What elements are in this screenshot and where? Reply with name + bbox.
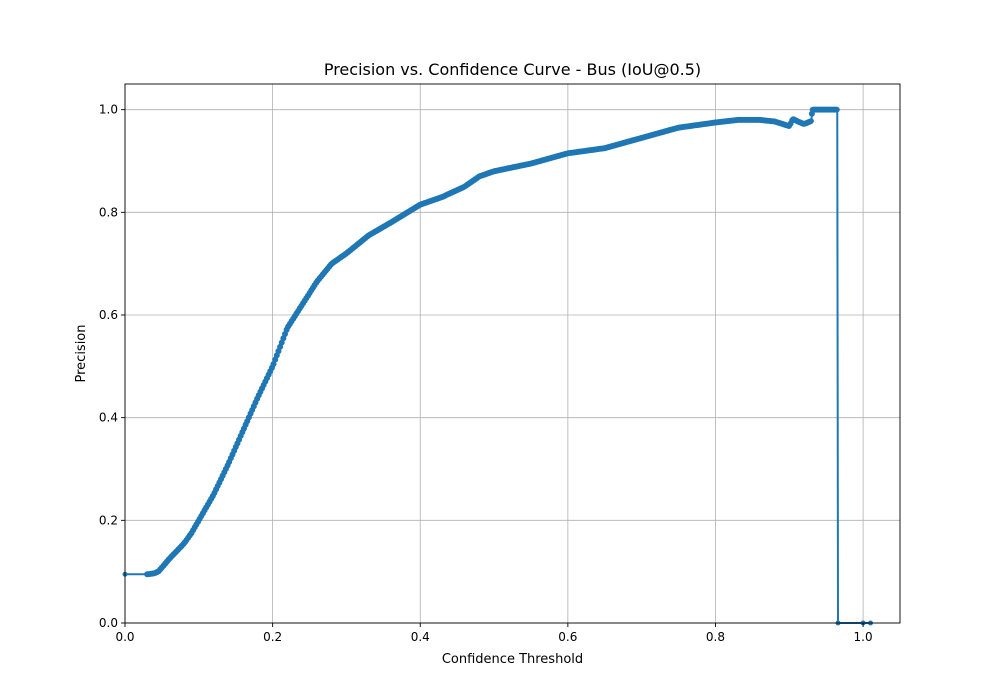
precision-point [816,107,822,113]
precision-point [225,461,231,467]
precision-point [808,118,814,124]
x-tick-label: 1.0 [854,630,873,644]
precision-point [188,530,194,536]
precision-point [801,121,807,127]
precision-point [314,279,320,285]
y-tick-label: 0.2 [99,513,118,527]
precision-point [299,302,305,308]
x-tick-label: 0.2 [263,630,282,644]
x-tick-label: 0.8 [706,630,725,644]
precision-point [491,168,497,174]
y-tick-label: 0.6 [99,308,118,322]
plot-frame [124,83,901,624]
series-layer [122,106,873,626]
chart-title: Precision vs. Confidence Curve - Bus (Io… [324,60,701,79]
precision-point [255,394,261,400]
precision-point [159,565,165,571]
precision-point [181,540,187,546]
y-tick-label: 0.4 [99,411,118,425]
precision-point [602,145,608,151]
precision-point [794,118,800,124]
y-tick-label: 1.0 [99,103,118,117]
precision-point [757,117,763,123]
precision-point [270,363,276,369]
precision-point [166,556,172,562]
x-tick-label: 0.6 [558,630,577,644]
precision-point [155,569,161,575]
precision-point [712,120,718,125]
precision-point [772,118,778,124]
x-axis-label: Confidence Threshold [442,652,583,667]
precision-point [343,250,349,256]
precision-point [476,173,482,179]
precision-point [834,107,840,113]
y-tick-label: 0.0 [99,616,118,630]
precision-point [809,107,815,113]
precision-point [174,548,180,554]
precision-point [417,202,423,208]
precision-point [211,492,217,498]
precision-point [284,325,290,331]
precision-point [196,517,202,523]
precision-point [366,232,372,238]
precision-point [639,135,645,141]
precision-point [735,117,741,123]
precision-point [462,184,468,190]
x-tick-label: 0.0 [115,630,134,644]
y-tick-label: 0.8 [99,205,118,219]
precision-point [790,116,796,122]
ticks: 0.0 0.2 0.4 0.6 0.8 1.0 0.0 0.2 0.4 0.6 0.8 1.0 [99,103,873,644]
precision-point [388,220,394,226]
precision-point [145,571,151,577]
precision-point [823,107,829,113]
precision-point [786,123,792,129]
precision-point [240,428,246,433]
precision-point [565,150,571,156]
x-tick-label: 0.4 [411,630,430,644]
precision-line [125,108,871,624]
precision-point [676,125,682,131]
precision-point [439,194,445,200]
precision-point [528,161,534,167]
precision-point [329,261,335,267]
y-axis-label: Precision [74,324,89,382]
